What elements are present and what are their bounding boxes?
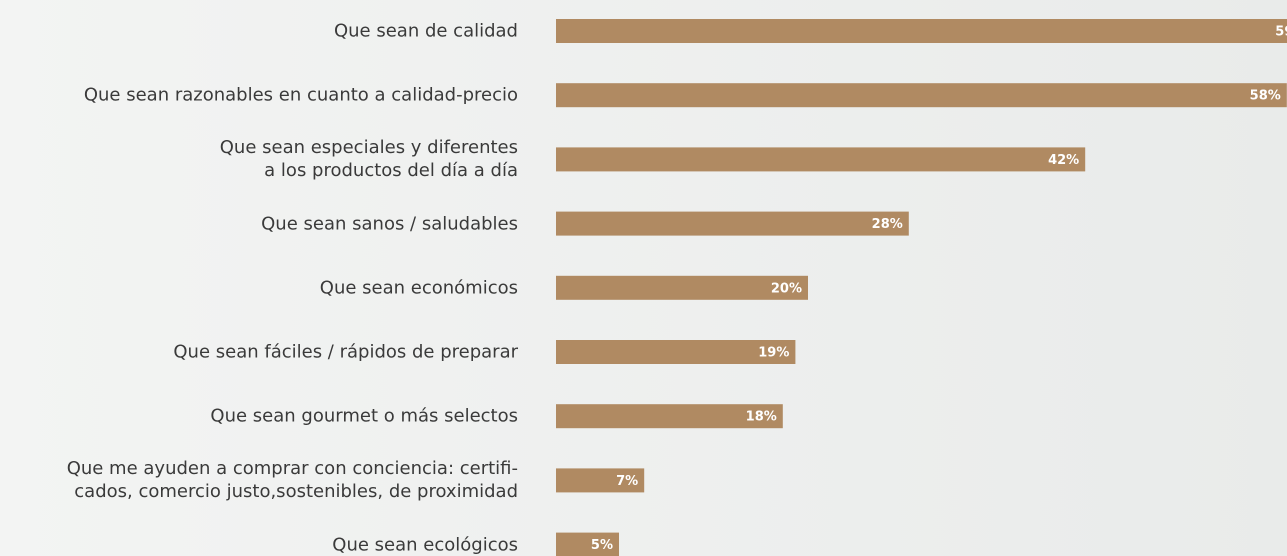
- category-label: Que sean fáciles / rápidos de preparar: [173, 341, 518, 363]
- value-label: 20%: [771, 281, 802, 296]
- value-label: 5%: [591, 538, 613, 553]
- bar: [556, 404, 783, 429]
- category-label: Que sean sanos / saludables: [261, 213, 518, 235]
- value-label: 28%: [872, 217, 903, 232]
- value-label: 42%: [1048, 153, 1079, 168]
- category-label: Que sean económicos: [319, 277, 518, 299]
- bar: [556, 83, 1287, 108]
- bar: [556, 147, 1086, 172]
- bar: [556, 532, 619, 556]
- value-label: 7%: [616, 474, 638, 489]
- bar: [556, 468, 645, 493]
- category-label: Que sean de calidad: [333, 20, 518, 42]
- value-label: 59: [1275, 25, 1287, 40]
- category-label: Que sean gourmet o más selectos: [210, 405, 518, 427]
- bar: [556, 211, 909, 236]
- bar: [556, 340, 796, 364]
- bar: [556, 19, 1287, 43]
- category-label: Que me ayuden a comprar con conciencia: …: [66, 458, 518, 503]
- category-label: Que sean razonables en cuanto a calidad-…: [83, 84, 518, 106]
- bar: [556, 275, 808, 300]
- value-label: 19%: [758, 346, 789, 361]
- value-label: 58%: [1250, 89, 1281, 104]
- category-label: Que sean especiales y diferentes a los p…: [219, 137, 518, 182]
- category-label: Que sean ecológicos: [332, 534, 518, 556]
- value-label: 18%: [746, 410, 777, 425]
